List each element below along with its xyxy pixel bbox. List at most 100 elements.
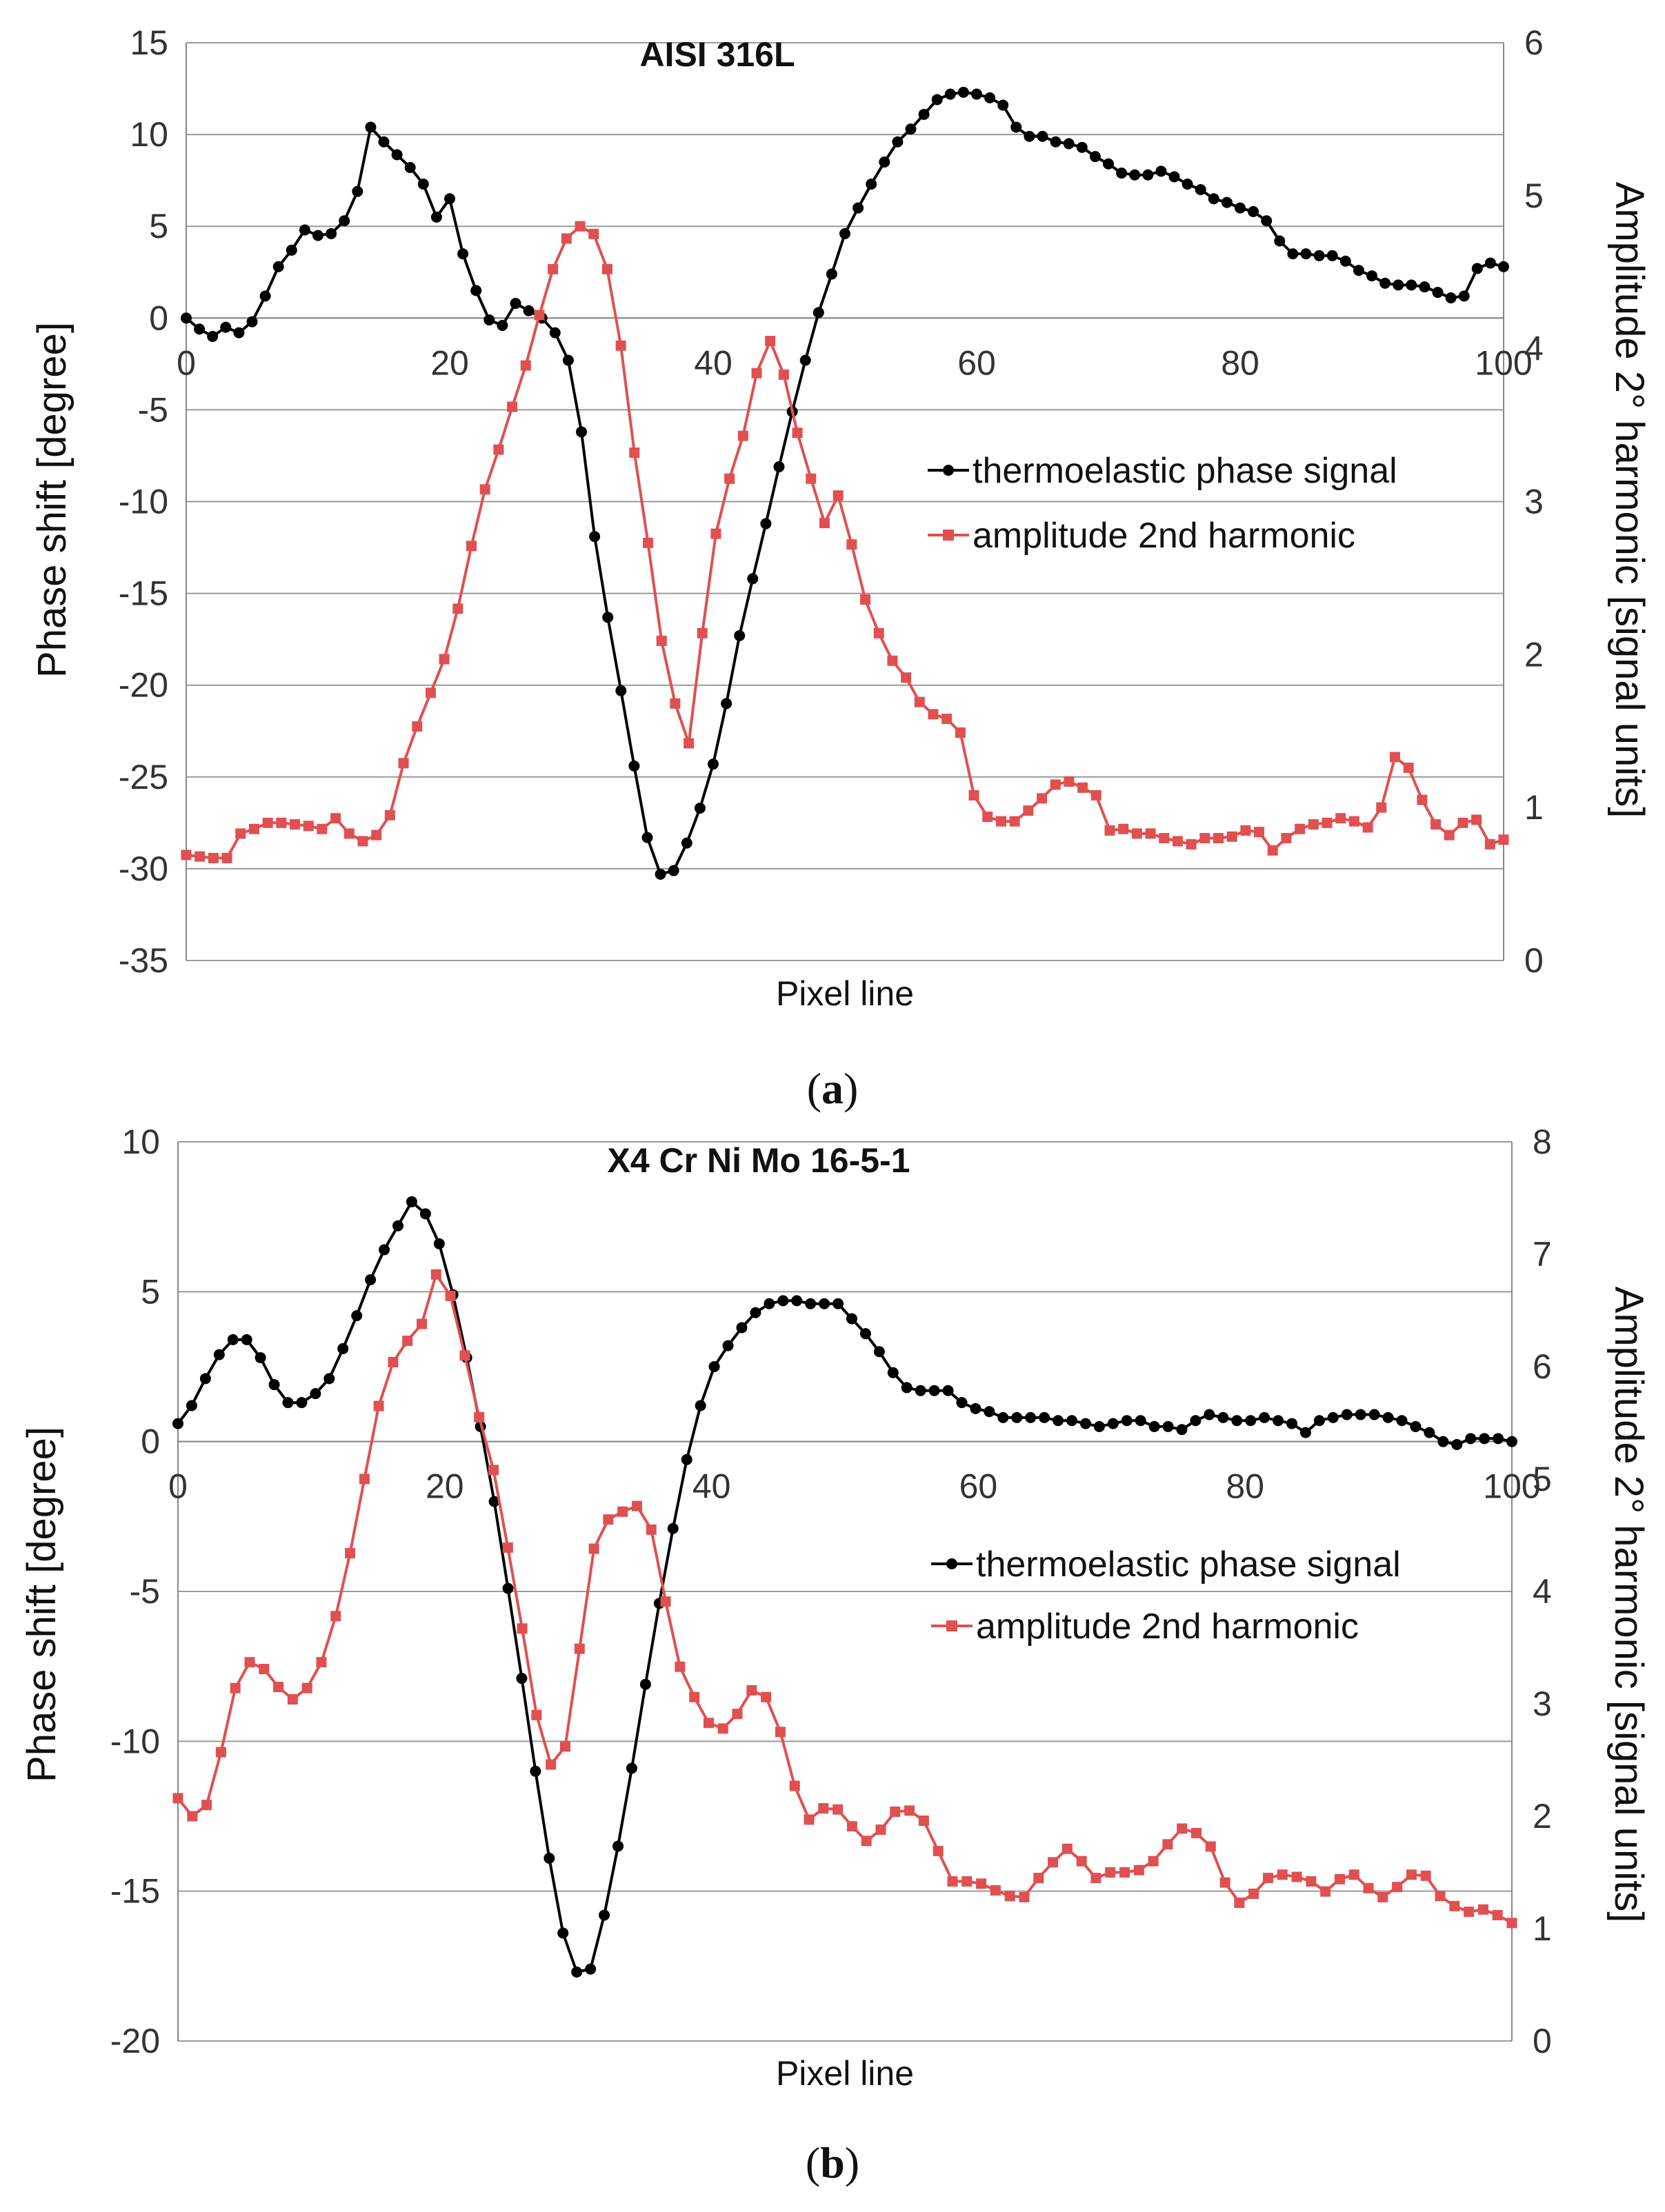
data-point-amplitude <box>1061 1843 1073 1854</box>
data-point-phase <box>1445 292 1457 304</box>
data-point-amplitude <box>1377 1891 1388 1902</box>
data-point-amplitude <box>890 1806 901 1817</box>
data-point-phase <box>549 327 561 339</box>
left-y-tick-label: -15 <box>110 1872 160 1911</box>
data-point-phase <box>576 426 587 438</box>
data-point-phase <box>853 202 864 214</box>
data-point-phase <box>931 94 943 105</box>
data-point-amplitude <box>1320 1886 1331 1897</box>
data-point-phase <box>1368 1409 1380 1420</box>
legend-label-amplitude: amplitude 2nd harmonic <box>976 1607 1359 1647</box>
data-point-phase <box>1148 1420 1160 1432</box>
data-point-amplitude <box>1172 836 1183 847</box>
data-point-amplitude <box>1162 1839 1173 1850</box>
data-point-amplitude <box>259 1663 270 1674</box>
data-point-amplitude <box>918 1816 929 1827</box>
data-point-amplitude <box>1048 1857 1059 1868</box>
data-point-amplitude <box>230 1682 241 1693</box>
data-point-phase <box>530 1765 541 1777</box>
data-point-amplitude <box>617 1506 628 1517</box>
data-point-phase <box>213 1349 225 1360</box>
data-point-amplitude <box>330 1611 341 1622</box>
data-point-phase <box>1498 261 1509 272</box>
data-point-phase <box>488 1496 500 1507</box>
data-point-phase <box>557 1927 569 1939</box>
data-point-phase <box>879 157 890 168</box>
data-point-phase <box>272 261 284 272</box>
data-point-amplitude <box>792 428 803 439</box>
data-point-phase <box>694 803 706 814</box>
data-point-amplitude <box>474 1411 485 1422</box>
data-point-amplitude <box>330 813 341 824</box>
data-point-phase <box>433 1238 445 1249</box>
data-point-amplitude <box>479 484 490 495</box>
x-tick-label: 100 <box>1475 343 1532 382</box>
data-point-amplitude <box>751 368 762 379</box>
left-y-tick-label: -10 <box>119 483 168 521</box>
data-point-amplitude <box>1023 805 1034 816</box>
data-point-phase <box>1116 168 1128 179</box>
data-point-phase <box>241 1334 252 1345</box>
data-point-phase <box>391 149 403 161</box>
data-point-amplitude <box>1262 1873 1273 1884</box>
data-point-amplitude <box>1363 1882 1374 1893</box>
data-point-phase <box>997 99 1009 111</box>
data-point-amplitude <box>445 1290 456 1301</box>
data-point-phase <box>417 178 429 190</box>
data-point-phase <box>839 228 850 239</box>
data-point-amplitude <box>660 1596 671 1607</box>
data-point-phase <box>1121 1415 1133 1427</box>
data-point-amplitude <box>995 816 1006 827</box>
data-point-amplitude <box>1457 817 1468 828</box>
data-point-amplitude <box>982 811 993 822</box>
data-point-amplitude <box>357 836 368 847</box>
x-tick-label: 100 <box>1483 1467 1540 1506</box>
y-axis-label: Phase shift [degree] <box>30 322 74 678</box>
data-point-phase <box>832 1298 844 1309</box>
right-y-tick-labels: 8 7 6 5 4 3 2 1 0 <box>1533 1123 1552 2060</box>
data-point-phase <box>915 1385 926 1396</box>
data-point-amplitude <box>670 698 681 709</box>
data-point-amplitude <box>955 727 966 738</box>
data-point-phase <box>736 1322 748 1334</box>
left-y-tick-label: -30 <box>119 849 168 888</box>
data-point-phase <box>1287 248 1299 260</box>
axes <box>177 1142 1513 2041</box>
data-point-phase <box>352 185 363 197</box>
data-point-phase <box>956 1397 968 1409</box>
data-point-phase <box>1366 270 1377 282</box>
x-tick-label: 80 <box>1226 1467 1264 1506</box>
right-y-tick-label: 5 <box>1524 177 1544 215</box>
data-point-amplitude <box>187 1811 198 1822</box>
data-point-phase <box>1300 248 1312 260</box>
data-point-amplitude <box>439 654 450 665</box>
data-point-phase <box>286 244 297 256</box>
legend-label-phase: thermoelastic phase signal <box>976 1545 1401 1585</box>
axes <box>186 43 1504 961</box>
data-point-phase <box>681 1454 692 1465</box>
data-point-amplitude <box>425 687 436 698</box>
data-point-amplitude <box>737 430 748 441</box>
data-point-amplitude <box>697 627 708 639</box>
data-point-amplitude <box>875 1824 886 1836</box>
data-point-amplitude <box>1226 831 1237 842</box>
data-point-amplitude <box>1004 1891 1015 1902</box>
data-point-phase <box>866 178 877 190</box>
x-tick-label: 40 <box>694 343 732 382</box>
legend-marker-phase <box>946 1558 957 1569</box>
right-y-tick-label: 3 <box>1524 483 1544 521</box>
data-point-phase <box>186 1400 197 1411</box>
data-point-phase <box>970 1402 981 1414</box>
data-point-phase <box>750 1307 761 1318</box>
data-point-phase <box>1093 1420 1105 1432</box>
data-point-amplitude <box>575 221 586 232</box>
data-point-amplitude <box>1254 827 1265 838</box>
chart-title: AISI 316L <box>639 35 795 74</box>
x-tick-label: 80 <box>1221 343 1259 382</box>
data-point-phase <box>1245 1415 1257 1427</box>
data-point-phase <box>1493 1433 1504 1445</box>
data-point-phase <box>1382 1411 1394 1423</box>
data-point-amplitude <box>412 721 423 732</box>
data-point-amplitude <box>818 1803 829 1814</box>
data-point-amplitude <box>928 709 939 720</box>
